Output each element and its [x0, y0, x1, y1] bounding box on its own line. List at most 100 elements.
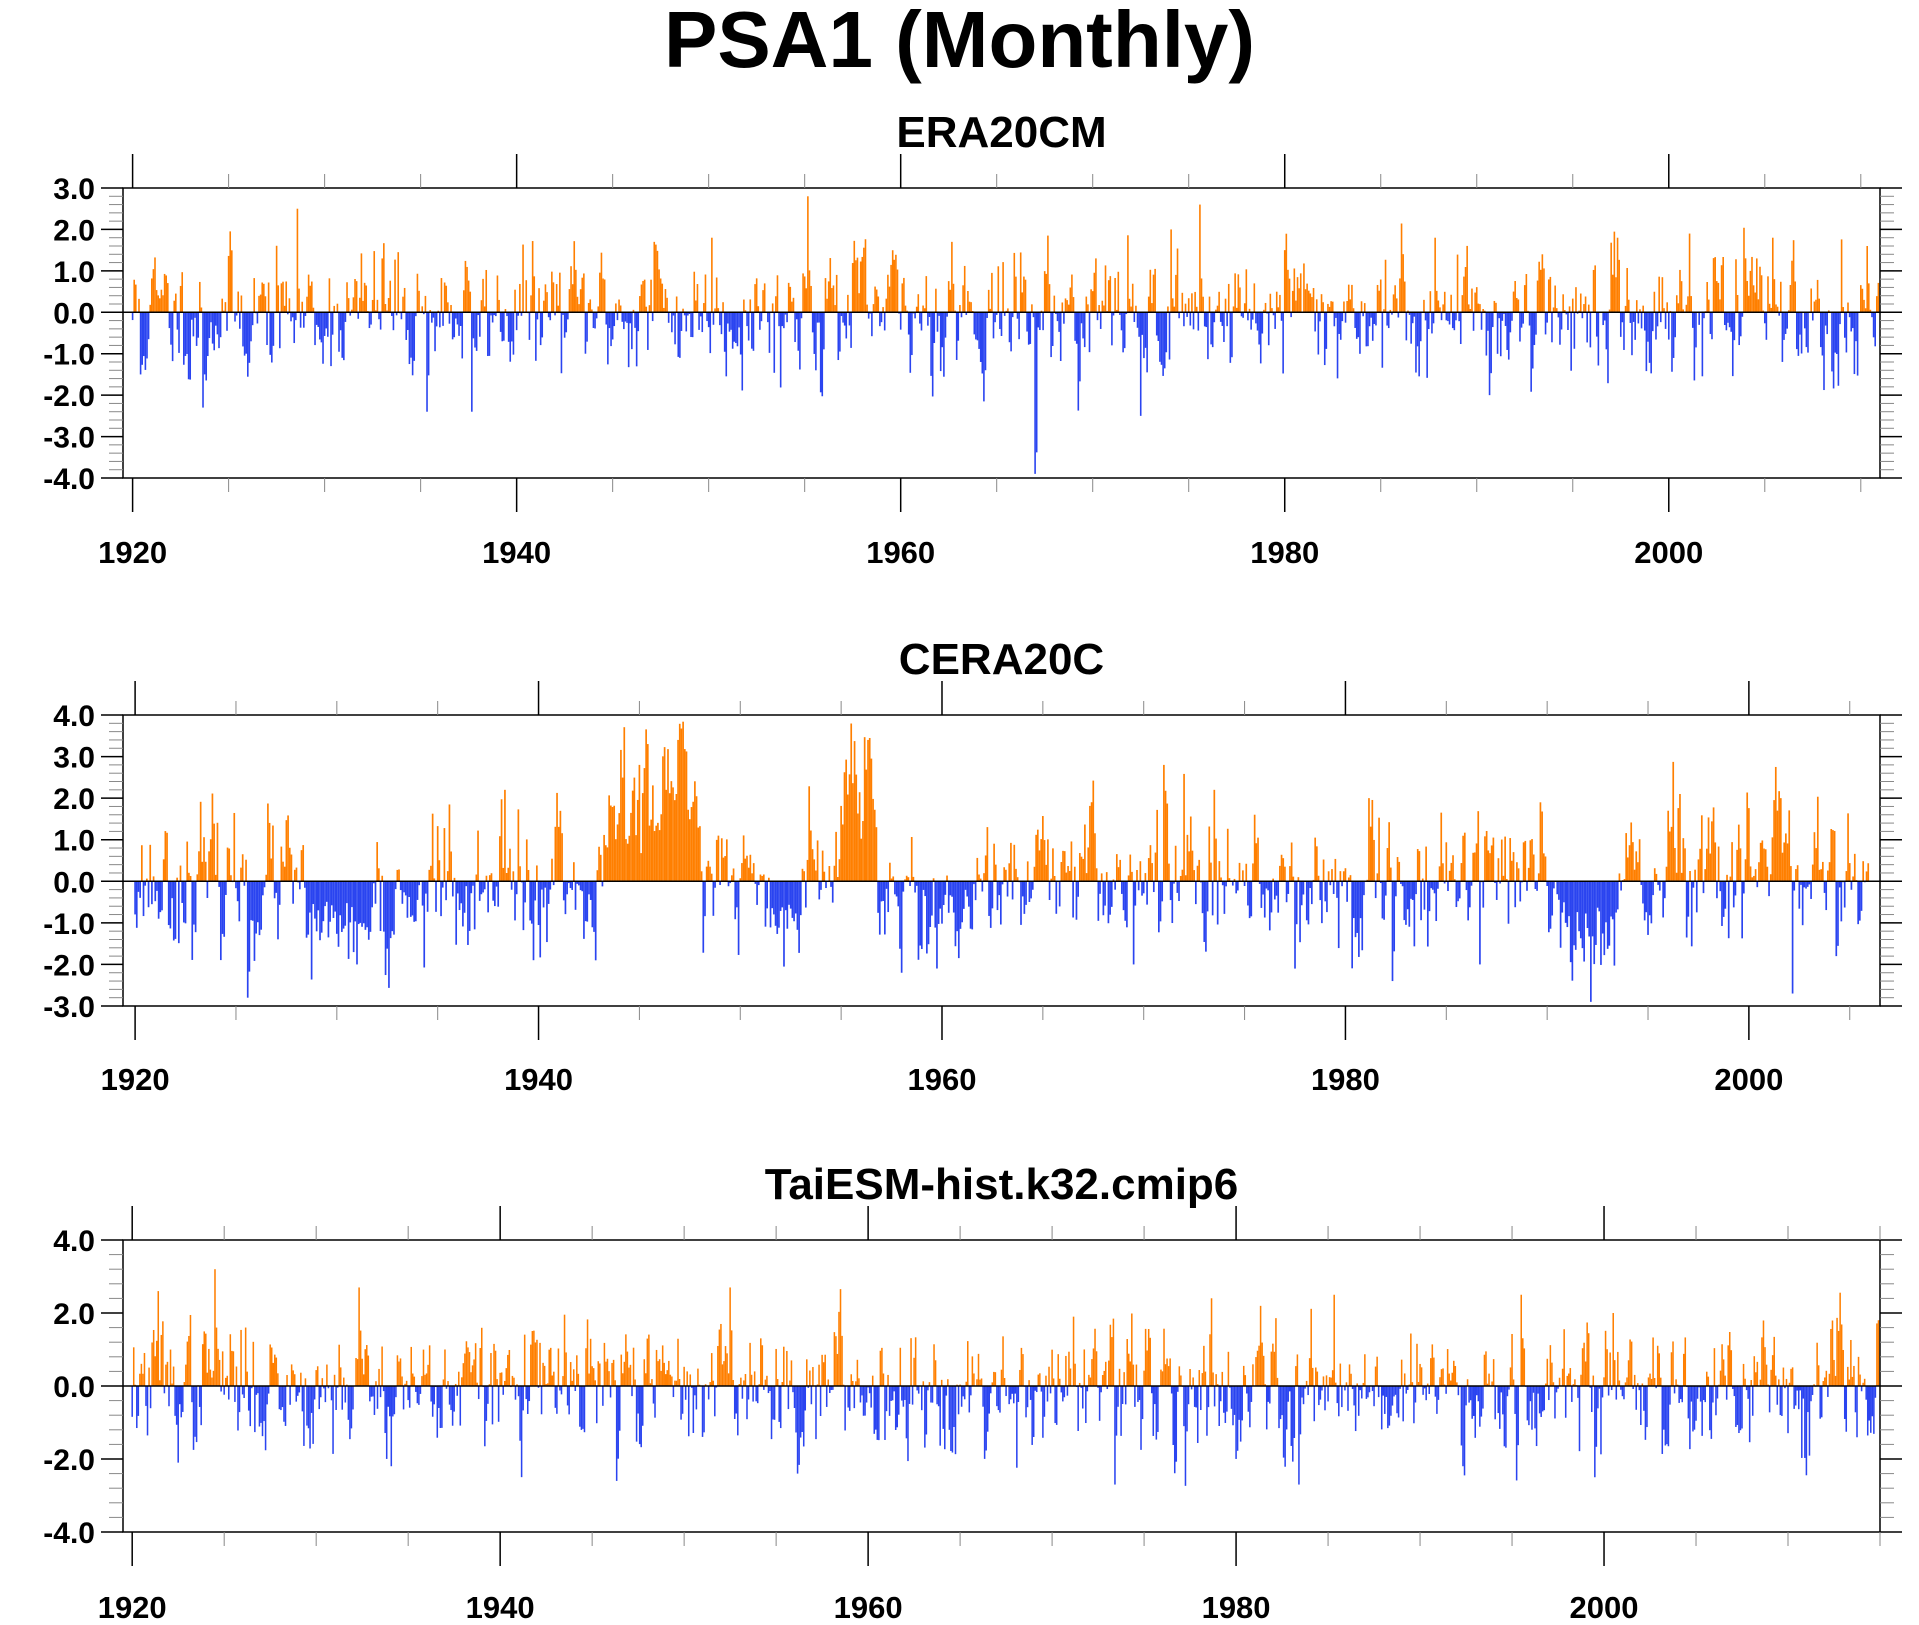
bar: [853, 1386, 856, 1409]
bar: [1075, 312, 1078, 344]
bar: [986, 1386, 989, 1432]
bar: [778, 312, 780, 327]
bar: [336, 1386, 339, 1388]
bar: [759, 874, 762, 882]
bar: [825, 881, 827, 889]
bar: [346, 282, 348, 313]
bar: [1759, 1379, 1762, 1386]
bar: [750, 1374, 753, 1386]
bar: [1198, 859, 1201, 882]
bar: [318, 1386, 321, 1410]
bar: [1595, 1386, 1598, 1447]
bar: [1437, 1386, 1440, 1400]
bar: [994, 312, 996, 323]
bar: [1448, 312, 1451, 325]
bar: [1559, 312, 1561, 345]
bar: [154, 881, 157, 902]
bar: [962, 285, 964, 313]
bar: [841, 824, 844, 882]
bar: [860, 838, 863, 882]
bar: [204, 861, 207, 882]
bar: [339, 881, 342, 916]
bar: [1541, 254, 1544, 313]
x-tick-label: 1960: [908, 1062, 977, 1097]
bar: [399, 1358, 402, 1386]
bar: [440, 881, 442, 917]
bar: [675, 794, 678, 882]
bar: [1127, 1353, 1130, 1386]
bar: [1019, 1369, 1021, 1386]
bar: [344, 312, 347, 322]
bar: [559, 1386, 561, 1391]
bar: [1381, 312, 1384, 368]
bar: [655, 825, 658, 882]
bar: [1855, 312, 1857, 342]
bar: [1860, 285, 1862, 313]
bar: [824, 278, 827, 313]
bar: [1191, 850, 1194, 882]
bar: [672, 787, 674, 882]
bar: [574, 1386, 577, 1392]
bar: [1839, 312, 1841, 325]
bar: [310, 1386, 313, 1413]
bar: [1103, 305, 1105, 313]
bar: [209, 1369, 212, 1386]
bar: [206, 1372, 209, 1386]
bar: [947, 281, 950, 313]
bar: [984, 855, 987, 882]
bar: [1671, 312, 1673, 372]
bar: [250, 312, 252, 342]
bar: [536, 1339, 538, 1386]
bar: [687, 1386, 690, 1437]
bar: [514, 289, 516, 313]
bar: [485, 875, 488, 882]
bar: [1368, 798, 1370, 882]
bar: [1123, 312, 1126, 349]
bar: [1277, 307, 1280, 313]
bar: [1824, 312, 1827, 326]
bar: [723, 1361, 725, 1386]
bar: [720, 838, 723, 882]
bar: [513, 1377, 515, 1386]
bar: [580, 1386, 583, 1430]
bar: [176, 312, 179, 330]
bar: [1127, 875, 1130, 882]
bar: [1339, 1363, 1342, 1386]
bar: [1152, 1386, 1155, 1436]
bar: [366, 881, 368, 928]
bar: [904, 1386, 906, 1400]
bar: [630, 812, 632, 882]
bar: [418, 290, 420, 313]
bar: [556, 1386, 558, 1414]
bar: [1306, 283, 1308, 313]
bar: [1694, 869, 1696, 882]
bar: [1827, 310, 1830, 313]
bar: [1655, 312, 1657, 340]
bar: [910, 1338, 912, 1386]
bar: [1334, 858, 1337, 882]
bar: [404, 881, 407, 896]
bar: [262, 881, 264, 896]
bar: [683, 749, 686, 882]
bar: [1189, 1369, 1191, 1386]
bar: [1302, 881, 1305, 895]
bar: [1351, 1386, 1354, 1390]
bar: [193, 881, 195, 925]
bar: [827, 281, 830, 313]
bar: [950, 1386, 952, 1451]
bar: [1778, 791, 1780, 882]
bar: [1081, 1386, 1084, 1409]
bar: [1638, 839, 1641, 882]
bar: [1402, 254, 1404, 313]
bar: [162, 1321, 164, 1386]
bar: [1462, 1386, 1464, 1467]
bar: [1762, 310, 1764, 313]
bar: [1704, 869, 1707, 882]
bar: [939, 881, 942, 909]
bar: [1591, 881, 1594, 937]
bar: [1140, 1386, 1142, 1450]
bar: [884, 1386, 886, 1440]
bar: [421, 1376, 423, 1386]
bar: [284, 1386, 287, 1426]
bar: [927, 312, 929, 326]
